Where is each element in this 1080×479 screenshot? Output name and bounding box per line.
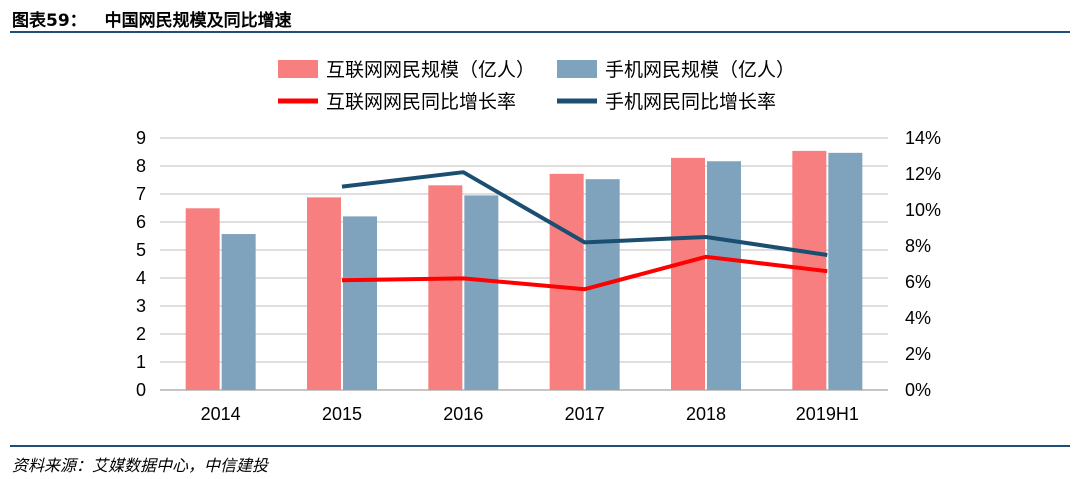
bar-mobile [707, 161, 741, 390]
right-tick-label: 4% [905, 308, 931, 328]
left-tick-label: 7 [136, 184, 146, 204]
bar-mobile [828, 152, 863, 390]
figure-label: 图表59： [12, 11, 87, 31]
right-tick-label: 10% [905, 200, 941, 220]
chart: 互联网网民规模（亿人） 手机网民规模（亿人） 互联网网民同比增长率 手机网民同比… [136, 59, 941, 424]
left-tick-label: 4 [136, 268, 146, 288]
figure-title-text: 中国网民规模及同比增速 [104, 11, 292, 31]
legend-swatch-mobile-bar [557, 60, 597, 78]
right-tick-label: 6% [905, 272, 931, 292]
legend-swatch-internet-bar [278, 60, 318, 78]
left-tick-label: 0 [136, 380, 146, 400]
left-tick-label: 6 [136, 212, 146, 232]
bar-mobile [343, 216, 377, 390]
gridlines [160, 137, 888, 391]
bar-internet [549, 173, 584, 390]
bar-internet [185, 208, 220, 390]
bar-mobile [221, 234, 256, 390]
figure-title: 图表59： 中国网民规模及同比增速 [12, 6, 292, 31]
x-tick-label: 2015 [322, 404, 362, 424]
bottom-rule [10, 445, 1070, 447]
right-axis: 0% 2% 4% 6% 8% 10% 12% 14% [905, 128, 941, 400]
legend: 互联网网民规模（亿人） 手机网民规模（亿人） 互联网网民同比增长率 手机网民同比… [278, 59, 795, 113]
left-tick-label: 5 [136, 240, 146, 260]
line-internet-growth [341, 254, 828, 292]
x-tick-label: 2014 [201, 404, 241, 424]
x-tick-label: 2017 [565, 404, 605, 424]
bars [185, 150, 863, 390]
legend-label-mobile-line: 手机网民同比增长率 [605, 91, 776, 113]
top-rule [10, 31, 1070, 33]
right-tick-label: 14% [905, 128, 941, 148]
lines [341, 170, 828, 292]
line-mobile-growth [341, 170, 828, 257]
x-tick-label: 2016 [443, 404, 483, 424]
left-tick-label: 2 [136, 324, 146, 344]
x-axis: 2014 2015 2016 2017 2018 2019H1 [201, 404, 859, 424]
left-tick-label: 8 [136, 156, 146, 176]
legend-label-internet-line: 互联网网民同比增长率 [326, 91, 516, 113]
legend-label-mobile-bar: 手机网民规模（亿人） [605, 59, 795, 81]
right-tick-label: 12% [905, 164, 941, 184]
bar-mobile [464, 195, 499, 390]
left-tick-label: 1 [136, 352, 146, 372]
x-tick-label: 2018 [686, 404, 726, 424]
bar-internet [671, 157, 705, 390]
bar-internet [307, 197, 341, 390]
right-tick-label: 0% [905, 380, 931, 400]
left-axis: 0 1 2 3 4 5 6 7 8 9 [136, 128, 146, 400]
left-tick-label: 9 [136, 128, 146, 148]
left-tick-label: 3 [136, 296, 146, 316]
right-tick-label: 2% [905, 344, 931, 364]
right-tick-label: 8% [905, 236, 931, 256]
x-tick-label: 2019H1 [796, 404, 859, 424]
bar-internet [428, 185, 463, 390]
legend-label-internet-bar: 互联网网民规模（亿人） [326, 59, 535, 81]
source-note: 资料来源：艾媒数据中心，中信建投 [12, 456, 269, 475]
